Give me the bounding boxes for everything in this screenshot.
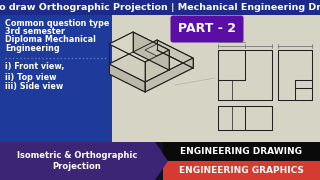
Text: 3rd semester: 3rd semester bbox=[5, 27, 65, 36]
Text: How to draw Orthographic Projection | Mechanical Engineering Drawing: How to draw Orthographic Projection | Me… bbox=[0, 3, 320, 12]
Polygon shape bbox=[145, 44, 169, 56]
Polygon shape bbox=[145, 58, 193, 92]
FancyBboxPatch shape bbox=[112, 15, 320, 142]
FancyBboxPatch shape bbox=[0, 15, 112, 142]
Polygon shape bbox=[109, 32, 169, 62]
FancyBboxPatch shape bbox=[163, 142, 320, 161]
Polygon shape bbox=[133, 32, 169, 70]
Text: Engineering: Engineering bbox=[5, 44, 60, 53]
Text: ENGINEERING GRAPHICS: ENGINEERING GRAPHICS bbox=[179, 166, 303, 175]
Text: iii) Side view: iii) Side view bbox=[5, 82, 63, 91]
FancyBboxPatch shape bbox=[0, 0, 320, 15]
FancyBboxPatch shape bbox=[0, 142, 320, 180]
Text: Common question type: Common question type bbox=[5, 19, 109, 28]
FancyBboxPatch shape bbox=[0, 15, 320, 142]
Text: Isometric & Orthographic
Projection: Isometric & Orthographic Projection bbox=[17, 151, 137, 171]
Polygon shape bbox=[109, 40, 193, 82]
Polygon shape bbox=[0, 142, 168, 180]
Text: Diploma Mechanical: Diploma Mechanical bbox=[5, 35, 96, 44]
Text: i) Front view,: i) Front view, bbox=[5, 62, 64, 71]
Polygon shape bbox=[157, 40, 193, 68]
FancyBboxPatch shape bbox=[163, 161, 320, 180]
Text: PART - 2: PART - 2 bbox=[178, 22, 236, 35]
Polygon shape bbox=[109, 64, 145, 92]
Text: ii) Top view: ii) Top view bbox=[5, 73, 57, 82]
Text: ENGINEERING DRAWING: ENGINEERING DRAWING bbox=[180, 147, 302, 156]
Polygon shape bbox=[145, 50, 169, 82]
FancyBboxPatch shape bbox=[171, 15, 244, 42]
